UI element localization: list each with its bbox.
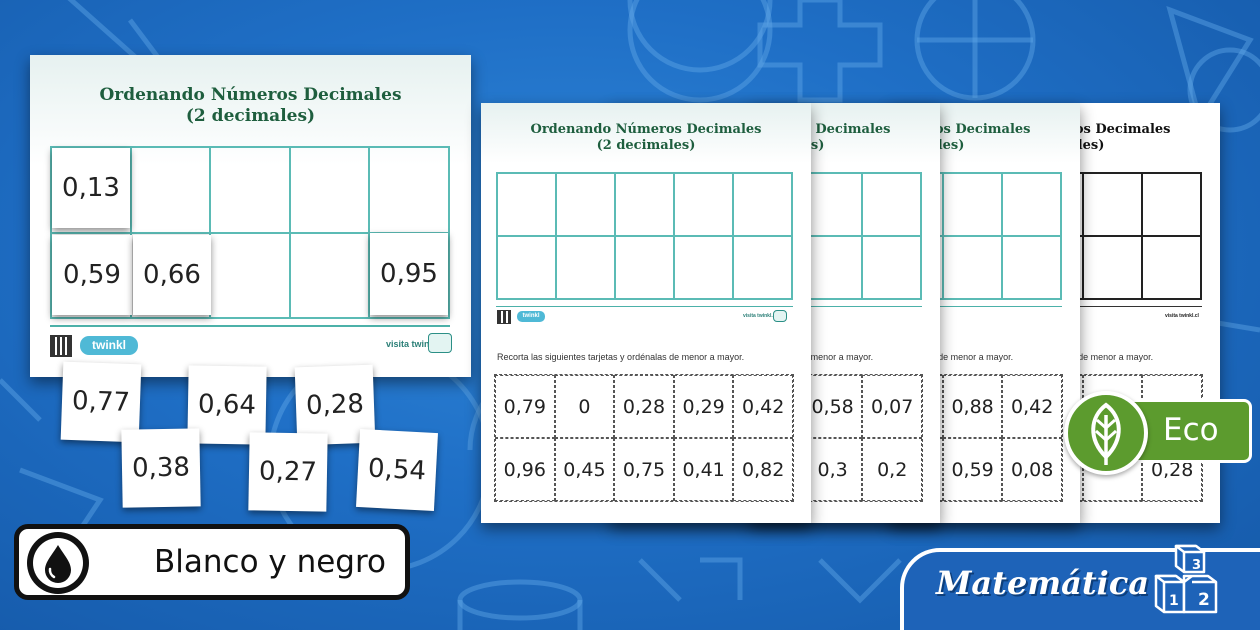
cut-card: 0,96: [495, 438, 555, 501]
grid-cell: [556, 236, 615, 299]
sheet-title-line1: Ordenando Números Decimales: [99, 85, 402, 105]
cube-digit: 1: [1169, 593, 1179, 609]
grid-cell[interactable]: [210, 232, 290, 318]
cut-card: 0,42: [1002, 375, 1062, 438]
ink-drop-icon: [27, 532, 89, 594]
qr-code-icon: [50, 335, 72, 357]
decimal-card[interactable]: 0,59: [52, 235, 132, 315]
grid-cell: [803, 173, 862, 236]
grid-cell: [1083, 173, 1142, 236]
grid-cell[interactable]: [369, 232, 449, 318]
grid-cell: [674, 173, 733, 236]
cut-card: 0,45: [554, 438, 615, 501]
grid-cell[interactable]: [130, 147, 211, 233]
footer-divider: [496, 306, 793, 307]
grid-cell[interactable]: [289, 232, 370, 318]
cut-card: 0,29: [673, 375, 734, 438]
sheet-title: Ordenando Números Decimales (2 decimales…: [30, 85, 471, 128]
cut-card: 0,42: [733, 375, 793, 438]
cut-card: 0: [554, 375, 615, 438]
twinkl-logo: twinkl: [80, 336, 138, 355]
bw-label: Blanco y negro: [154, 544, 387, 580]
qr-code-icon: [497, 310, 511, 324]
page-title-line2: (2 decimales): [596, 138, 696, 154]
twinkl-logo: twinkl: [517, 311, 545, 322]
cut-card: 0,3: [802, 438, 863, 501]
decimal-card[interactable]: 0,66: [133, 235, 211, 315]
page-title: Ordenando Números Decimales (2 decimales…: [481, 122, 811, 155]
page-grid: [496, 172, 793, 300]
grid-cell: [862, 236, 921, 299]
number-cubes-icon: 3 1 2: [1154, 544, 1218, 614]
grid-cell: [943, 236, 1002, 299]
decimal-card[interactable]: 0,13: [52, 148, 130, 228]
visit-link: visita twinkl.cl: [743, 313, 777, 319]
grid-cell: [943, 173, 1002, 236]
grid-cell[interactable]: [51, 147, 131, 233]
grid-cell: [862, 173, 921, 236]
grid-cell: [1002, 173, 1061, 236]
grid-cell: [733, 173, 792, 236]
grid-cell[interactable]: [289, 147, 370, 233]
cut-card: 0,08: [1002, 438, 1062, 501]
black-and-white-badge: Blanco y negro: [14, 524, 410, 600]
grid-cell: [1002, 236, 1061, 299]
decimal-card[interactable]: 0,95: [370, 233, 448, 315]
grid-cell: [733, 236, 792, 299]
cut-out-cards: 0,79 0 0,28 0,29 0,42 0,96 0,45 0,75 0,4…: [494, 374, 794, 502]
grid-cell: [674, 236, 733, 299]
grid-cell[interactable]: [369, 147, 449, 233]
publisher-badge-icon: [773, 310, 787, 322]
grid-cell: [803, 236, 862, 299]
sheet-title-line2: (2 decimales): [185, 106, 316, 127]
publisher-badge-icon: [428, 333, 452, 353]
cut-card: 0,75: [614, 438, 674, 501]
cut-card: 0,58: [802, 375, 863, 438]
grid-cell: [615, 173, 674, 236]
grid-cell: [615, 236, 674, 299]
cut-card: 0,59: [942, 438, 1003, 501]
worksheet-page-1: Ordenando Números Decimales (2 decimales…: [481, 103, 811, 523]
grid-cell[interactable]: [210, 147, 290, 233]
cut-card: 0,41: [673, 438, 734, 501]
cube-digit: 3: [1192, 558, 1201, 573]
cut-card: 0,28: [614, 375, 674, 438]
decimal-card[interactable]: 0,38: [121, 428, 201, 508]
grid-cell: [1142, 173, 1201, 236]
footer-divider: [50, 325, 450, 327]
page-title-line1: Ordenando Números Decimales: [530, 122, 762, 137]
subject-label: Matemática: [936, 564, 1150, 602]
grid-cell: [1142, 236, 1201, 299]
cut-card: 0,79: [495, 375, 555, 438]
grid-cell: [497, 173, 556, 236]
instruction-text: Recorta las siguientes tarjetas y ordéna…: [497, 352, 745, 362]
visit-link: visita twinkl.cl: [1165, 313, 1199, 319]
grid-cell: [1083, 236, 1142, 299]
decimal-card[interactable]: 0,54: [356, 429, 438, 511]
leaf-icon: [1064, 391, 1148, 475]
eco-label: Eco: [1163, 412, 1219, 448]
cut-card: 0,82: [733, 438, 793, 501]
visit-link: visita twinkl.cl: [386, 339, 448, 349]
cut-card: 0,2: [862, 438, 922, 501]
cube-digit: 2: [1198, 590, 1210, 610]
grid-cell: [556, 173, 615, 236]
cut-card: 0,88: [942, 375, 1003, 438]
grid-cell: [497, 236, 556, 299]
eco-badge: Eco: [1130, 399, 1252, 463]
page-header-band: [481, 103, 811, 163]
cut-card: 0,07: [862, 375, 922, 438]
decimal-card[interactable]: 0,27: [248, 432, 328, 512]
